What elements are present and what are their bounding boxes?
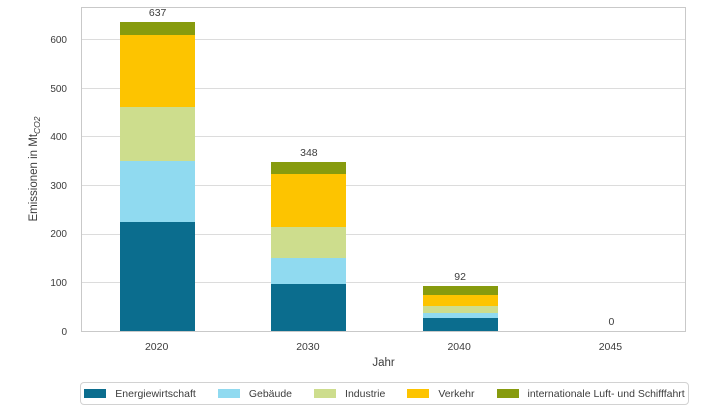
bar-segment-Verkehr [422,295,498,306]
bar-segment-internationale Luft- und Schifffahrt [422,286,498,296]
bar-segment-internationale Luft- und Schifffahrt [120,22,196,36]
legend-swatch [314,389,337,398]
bar-segment-Gebäude [422,312,498,319]
stacked-bar-2020 [120,22,196,331]
bar-segment-Gebäude [271,257,347,284]
y-axis-label-subscript: CO2 [32,116,43,134]
legend-label: Energiewirtschaft [115,387,196,400]
y-axis-label-text: Emissionen in Mt [27,133,40,222]
bar-segment-Energiewirtschaft [271,283,347,331]
legend-item: Gebäude [217,387,293,400]
gridline [82,39,685,41]
y-tick-label: 300 [50,180,67,192]
y-tick-label: 500 [50,83,67,95]
legend: Energiewirtschaft Gebäude Industrie Verkehr… [80,382,689,405]
stacked-bar-2030 [271,162,347,331]
legend-swatch [84,389,107,398]
plot-area: 637 348 92 0 [81,7,686,332]
gridline [82,136,685,138]
legend-label: Gebäude [248,387,293,400]
legend-swatch [407,389,430,398]
legend-swatch [217,389,240,398]
y-tick-label: 600 [50,35,67,47]
y-tick-label: 400 [50,132,67,144]
gridline [82,184,685,186]
bar-segment-internationale Luft- und Schifffahrt [271,162,347,175]
bar-segment-Energiewirtschaft [120,221,196,331]
bar-total-label: 92 [454,271,466,284]
gridline [82,87,685,89]
legend-item: internationale Luft- und Schifffahrt [496,387,685,400]
bar-total-label: 348 [300,147,318,160]
legend-swatch [496,389,519,398]
x-tick-label: 2030 [296,341,320,353]
bar-total-label: 637 [148,7,167,20]
bar-segment-Gebäude [120,161,196,222]
bar-segment-Industrie [271,227,347,258]
y-tick-label: 200 [50,229,67,241]
bar-segment-Industrie [120,106,196,162]
x-tick-label: 2045 [598,341,623,353]
legend-item: Verkehr [407,387,475,400]
stacked-bar-2040 [422,286,498,331]
bar-segment-Energiewirtschaft [422,318,498,331]
bar-segment-Industrie [422,305,498,313]
legend-label: Verkehr [438,387,475,400]
x-tick-label: 2020 [144,341,169,353]
legend-label: internationale Luft- und Schifffahrt [527,387,685,400]
legend-label: Industrie [345,387,386,400]
gridline [82,233,685,235]
x-tick-label: 2040 [447,341,471,353]
bar-segment-Verkehr [271,174,347,228]
bar-segment-Verkehr [120,35,196,107]
y-tick-label: 100 [50,277,67,289]
gridline [82,282,685,283]
legend-item: Energiewirtschaft [84,388,196,400]
x-axis-label: Jahr [372,357,395,369]
y-tick-label: 0 [61,326,67,338]
bar-total-label: 0 [608,316,615,328]
legend-item: Industrie [314,388,385,400]
